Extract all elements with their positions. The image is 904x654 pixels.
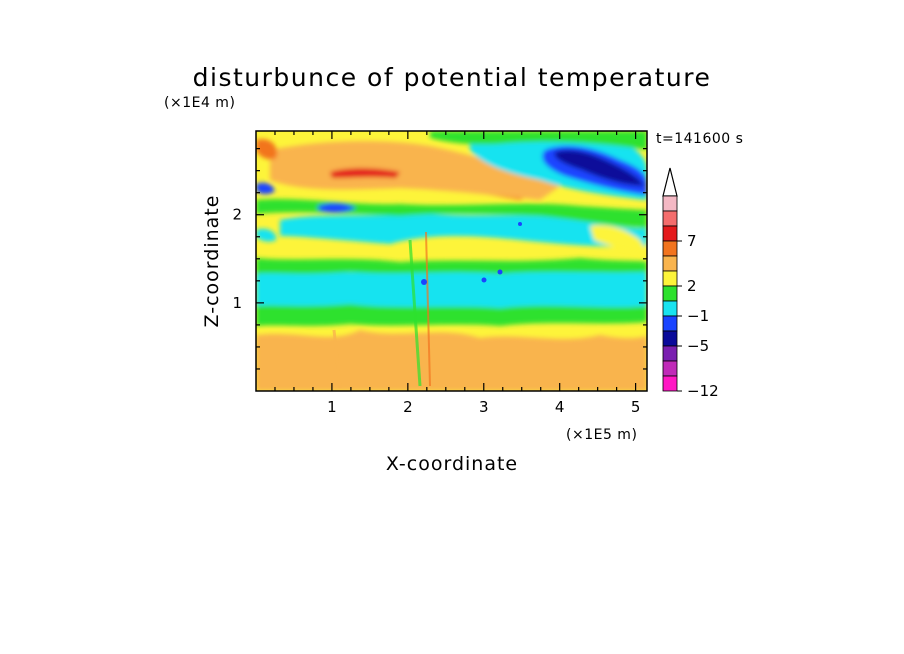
x-tick-label: 5	[631, 398, 641, 416]
colorbar-labels: 7 2 −1 −5 −12	[677, 232, 719, 400]
field-navy-top	[554, 150, 644, 186]
colorbar-segment	[662, 210, 678, 227]
colorbar-segment	[662, 360, 678, 377]
chart-title: disturbunce of potential temperature	[193, 63, 712, 92]
x-axis-ticks: 1 2 3 4 5	[274, 131, 641, 416]
colorbar-segment	[662, 195, 678, 212]
field-low-orange-patch	[300, 348, 400, 370]
x-tick-label: 2	[403, 398, 413, 416]
field-green-band	[256, 300, 647, 326]
field-blue-left	[256, 182, 275, 195]
field-dot-4	[518, 222, 522, 226]
field-streak-2	[425, 231, 431, 387]
colorbar-segment	[662, 225, 678, 242]
field-yellow-right	[590, 225, 647, 252]
contour-field	[256, 131, 647, 391]
field-low-orange	[256, 330, 647, 391]
field-blue-mid	[318, 202, 356, 213]
field-orange-band2	[270, 141, 560, 200]
colorbar-label: −5	[687, 337, 709, 355]
colorbar-segment	[662, 285, 678, 302]
field-streak-3	[332, 329, 342, 389]
colorbar-extend-arrow	[662, 167, 678, 197]
colorbar-label: −1	[687, 307, 709, 325]
colorbar	[662, 167, 678, 392]
field-cyan-band	[256, 267, 647, 308]
y-tick-label: 2	[232, 206, 242, 224]
colorbar-segment	[662, 240, 678, 257]
x-unit-label: (×1E5 m)	[566, 427, 637, 443]
colorbar-segment	[662, 270, 678, 287]
field-cyan-upper	[280, 214, 647, 247]
x-axis-label: X-coordinate	[386, 453, 518, 475]
x-tick-label: 1	[327, 398, 337, 416]
time-label: t=141600 s	[656, 131, 743, 147]
field-cyan-left	[256, 228, 277, 242]
field-streak-1	[408, 239, 422, 387]
colorbar-segment	[662, 345, 678, 362]
field-dot-1	[421, 279, 427, 285]
colorbar-segment	[662, 315, 678, 332]
x-tick-label: 3	[479, 398, 489, 416]
y-axis-label: Z-coordinate	[201, 195, 223, 328]
field-green-upper2	[256, 199, 647, 228]
colorbar-label: −12	[687, 382, 719, 400]
y-axis-ticks: 12	[232, 148, 647, 370]
field-red-streak	[330, 168, 400, 178]
y-unit-label: (×1E4 m)	[164, 95, 235, 111]
field-orange-left	[256, 139, 277, 160]
plot-frame	[255, 130, 648, 392]
colorbar-segment	[662, 330, 678, 347]
field-green-upper	[256, 258, 647, 274]
colorbar-segment	[662, 375, 678, 392]
x-tick-label: 4	[555, 398, 565, 416]
colorbar-segment	[662, 300, 678, 317]
colorbar-label: 2	[687, 277, 697, 295]
colorbar-label: 7	[687, 232, 697, 250]
field-dot-2	[481, 277, 487, 283]
y-tick-label: 1	[232, 294, 242, 312]
colorbar-segment	[662, 255, 678, 272]
field-dot-3	[497, 269, 503, 275]
